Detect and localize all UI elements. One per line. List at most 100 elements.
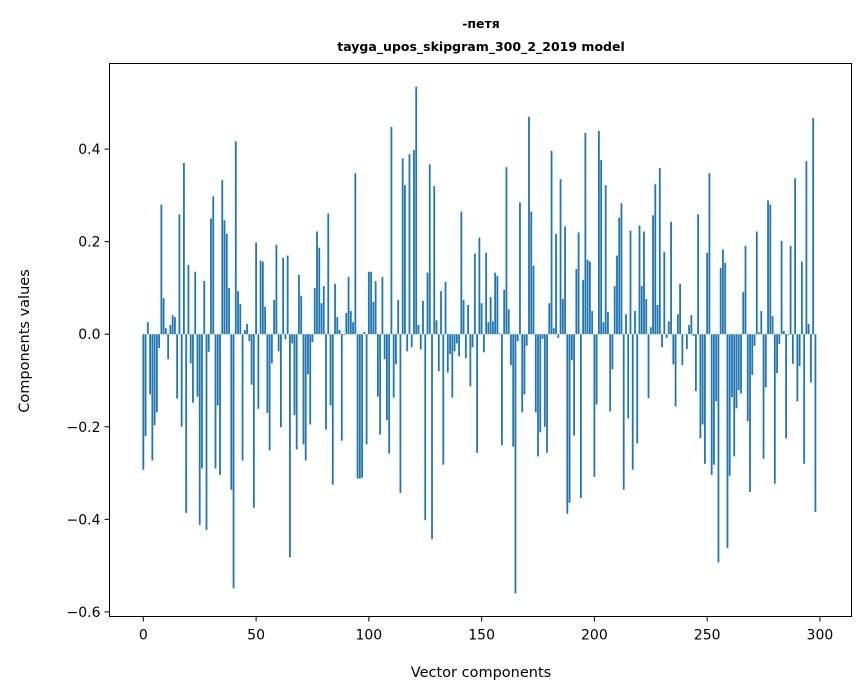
bar: [494, 273, 496, 335]
bar: [796, 334, 798, 401]
bar: [769, 205, 771, 335]
bar: [812, 118, 814, 334]
bar: [754, 334, 756, 346]
bar: [738, 334, 740, 390]
bar: [659, 168, 661, 334]
bar: [476, 334, 478, 452]
chart-title-line2: tayga_upos_skipgram_300_2_2019 model: [337, 39, 625, 55]
bar: [564, 226, 566, 334]
bar: [467, 305, 469, 334]
bar: [287, 256, 289, 335]
bar: [296, 334, 298, 449]
bar: [672, 334, 674, 364]
bar: [799, 334, 801, 366]
bar: [440, 291, 442, 334]
bar: [339, 330, 341, 334]
bar: [192, 334, 194, 402]
bar: [228, 288, 230, 334]
bar: [266, 334, 268, 413]
bar: [345, 313, 347, 334]
bar: [686, 334, 688, 349]
bar: [388, 334, 390, 453]
bar: [368, 272, 370, 334]
bar: [321, 303, 323, 334]
y-tick-label: −0.4: [67, 512, 101, 528]
bar: [548, 303, 550, 334]
bar: [145, 334, 147, 436]
bar: [246, 324, 248, 334]
bar: [174, 317, 176, 334]
bar: [790, 246, 792, 334]
bar: [501, 334, 503, 445]
bar: [294, 334, 296, 415]
bar: [327, 213, 329, 334]
x-tick-label: 50: [247, 628, 265, 644]
bar: [323, 286, 325, 334]
bar: [194, 272, 196, 334]
bar: [546, 334, 548, 452]
bar: [772, 316, 774, 334]
bar: [787, 334, 789, 335]
bar: [729, 334, 731, 476]
bar: [260, 261, 262, 335]
bar: [158, 334, 160, 348]
bar: [393, 334, 395, 397]
bar: [359, 334, 361, 478]
bar: [526, 334, 528, 346]
bar: [215, 334, 217, 468]
x-axis-label: Vector components: [411, 665, 551, 681]
y-axis-label: Components values: [17, 269, 33, 413]
bar: [663, 252, 665, 334]
bar: [289, 334, 291, 557]
bar: [560, 179, 562, 334]
bar: [499, 333, 501, 334]
bar: [185, 334, 187, 513]
bar: [551, 151, 553, 334]
bar: [575, 269, 577, 334]
bar: [627, 334, 629, 418]
bar: [305, 334, 307, 460]
bar: [415, 87, 417, 335]
x-tick-label: 0: [139, 628, 148, 644]
bar: [291, 334, 293, 343]
bar: [273, 300, 275, 334]
bar: [598, 131, 600, 334]
bar: [341, 334, 343, 440]
bar: [805, 161, 807, 334]
bar: [325, 334, 327, 429]
bar: [179, 214, 181, 334]
bar: [271, 334, 273, 363]
bar: [562, 299, 564, 334]
bar: [751, 334, 753, 375]
bar: [571, 334, 573, 360]
bar: [510, 334, 512, 365]
bar: [607, 312, 609, 334]
bar: [481, 303, 483, 334]
bar: [693, 334, 695, 336]
bar: [151, 334, 153, 460]
bar: [758, 332, 760, 334]
bar: [436, 320, 438, 334]
bar: [600, 160, 602, 334]
bar: [704, 334, 706, 464]
bar: [199, 334, 201, 525]
bar: [781, 241, 783, 334]
bar: [641, 286, 643, 334]
bar: [472, 334, 474, 347]
bar: [508, 309, 510, 334]
bar: [418, 325, 420, 334]
bar: [724, 263, 726, 334]
bar: [203, 281, 205, 334]
bar: [163, 298, 165, 334]
bar: [810, 334, 812, 382]
bar: [350, 311, 352, 334]
bar: [413, 150, 415, 334]
bar: [736, 334, 738, 408]
bar: [765, 334, 767, 387]
bar: [711, 334, 713, 475]
bar: [636, 334, 638, 443]
bar: [391, 127, 393, 334]
bar: [666, 334, 668, 338]
bar: [456, 334, 458, 343]
